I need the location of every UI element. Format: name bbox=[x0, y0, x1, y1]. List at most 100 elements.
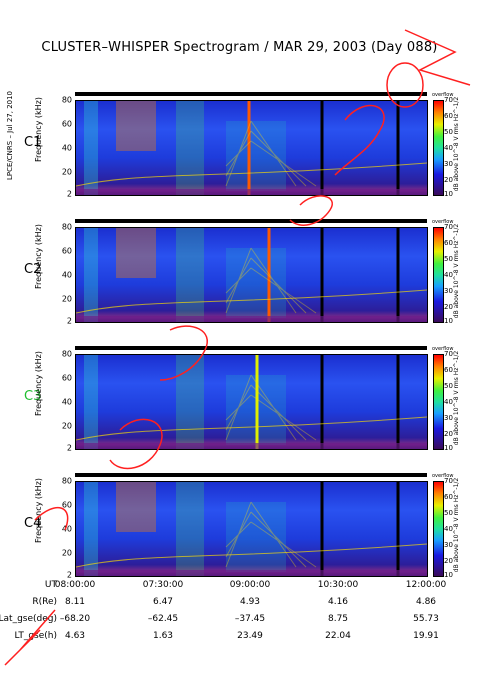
y-tick: 20 bbox=[61, 421, 72, 431]
colorbar-ticks: 70 60 50 40 30 20 10 bbox=[444, 96, 458, 199]
ephemeris-value: 10:30:00 bbox=[317, 580, 359, 590]
colorbar-tick: 50 bbox=[444, 127, 453, 136]
colorbar-tick: 10 bbox=[444, 317, 453, 326]
colorbar-tick: 40 bbox=[444, 144, 453, 152]
colorbar-tick: 10 bbox=[444, 571, 453, 580]
ephemeris-value: –62.45 bbox=[147, 614, 179, 624]
colorbar-tick: 20 bbox=[444, 175, 453, 184]
status-bar bbox=[75, 219, 427, 223]
y-tick: 40 bbox=[61, 270, 72, 280]
y-tick: 2 bbox=[66, 443, 72, 453]
colorbar-tick: 60 bbox=[444, 238, 453, 247]
y-tick: 80 bbox=[61, 476, 72, 486]
ephemeris-value: 8.11 bbox=[64, 597, 86, 607]
colorbar-tick: 60 bbox=[444, 365, 453, 374]
spectrogram-panel-c1: C1 Frequency (kHz) 80 60 40 20 2 overflo… bbox=[0, 92, 479, 214]
y-axis-label: Frequency (kHz) bbox=[34, 478, 43, 543]
colorbar-ticks: 70 60 50 40 30 20 10 bbox=[444, 477, 458, 580]
chart-title: CLUSTER–WHISPER Spectrogram / MAR 29, 20… bbox=[41, 40, 438, 55]
spectrogram-plot bbox=[75, 100, 428, 196]
spectrogram-panel-c2: C2 Frequency (kHz) 80 60 40 20 2 overflo… bbox=[0, 219, 479, 341]
y-tick: 60 bbox=[61, 373, 72, 383]
colorbar-title: overflow bbox=[432, 92, 454, 98]
colorbar-tick: 20 bbox=[444, 302, 453, 311]
y-axis-label: Frequency (kHz) bbox=[34, 351, 43, 416]
colorbar-unit-label: dB above 10^-8 V rms Hz^-1/2 bbox=[453, 350, 460, 446]
colorbar-title: overflow bbox=[432, 473, 454, 479]
spectrogram-texture bbox=[76, 355, 427, 449]
colorbar-tick: 50 bbox=[444, 381, 453, 390]
ephemeris-value: –37.45 bbox=[234, 614, 266, 624]
y-tick: 80 bbox=[61, 95, 72, 105]
colorbar-tick: 10 bbox=[444, 190, 453, 199]
colorbar-tick: 70 bbox=[444, 477, 453, 485]
ephemeris-value: 08:00:00 bbox=[54, 580, 96, 590]
y-tick: 20 bbox=[61, 294, 72, 304]
y-tick: 2 bbox=[66, 189, 72, 199]
colorbar-tick: 30 bbox=[444, 413, 453, 422]
colorbar-tick: 40 bbox=[444, 398, 453, 406]
y-tick: 2 bbox=[66, 316, 72, 326]
satellite-label: C3 bbox=[24, 389, 42, 404]
spectrogram-panel-c4: C4 Frequency (kHz) 80 60 40 20 2 overflo… bbox=[0, 473, 479, 595]
colorbar-tick: 40 bbox=[444, 525, 453, 533]
spectrogram-texture bbox=[76, 228, 427, 322]
y-tick: 2 bbox=[66, 570, 72, 580]
colorbar-tick: 40 bbox=[444, 271, 453, 279]
colorbar-tick: 30 bbox=[444, 286, 453, 295]
ephemeris-value: 6.47 bbox=[152, 597, 174, 607]
y-tick: 80 bbox=[61, 222, 72, 232]
status-bar bbox=[75, 473, 427, 477]
colorbar bbox=[433, 100, 444, 196]
colorbar-tick: 10 bbox=[444, 444, 453, 453]
spectrogram-panel-c3: C3 Frequency (kHz) 80 60 40 20 2 overflo… bbox=[0, 346, 479, 468]
y-tick: 40 bbox=[61, 524, 72, 534]
colorbar-tick: 50 bbox=[444, 254, 453, 263]
ephemeris-value: 4.86 bbox=[415, 597, 437, 607]
ephemeris-value: 1.63 bbox=[152, 631, 174, 641]
ephemeris-value: 12:00:00 bbox=[405, 580, 447, 590]
colorbar-unit-label: dB above 10^-8 V rms Hz^-1/2 bbox=[453, 477, 460, 573]
y-tick: 40 bbox=[61, 397, 72, 407]
ephemeris-value: 4.63 bbox=[64, 631, 86, 641]
status-bar bbox=[75, 346, 427, 350]
satellite-label: C2 bbox=[24, 262, 42, 277]
colorbar-tick: 60 bbox=[444, 111, 453, 120]
status-bar bbox=[75, 92, 427, 96]
spectrogram-texture bbox=[76, 482, 427, 576]
colorbar-title: overflow bbox=[432, 346, 454, 352]
y-tick: 60 bbox=[61, 119, 72, 129]
y-tick: 40 bbox=[61, 143, 72, 153]
colorbar-ticks: 70 60 50 40 30 20 10 bbox=[444, 223, 458, 326]
ephemeris-value: 8.75 bbox=[327, 614, 349, 624]
ephemeris-value: 23.49 bbox=[237, 631, 263, 641]
colorbar-unit-label: dB above 10^-8 V rms Hz^-1/2 bbox=[453, 96, 460, 192]
colorbar-tick: 30 bbox=[444, 540, 453, 549]
y-tick: 20 bbox=[61, 167, 72, 177]
colorbar-ticks: 70 60 50 40 30 20 10 bbox=[444, 350, 458, 453]
ephemeris-value: 19.91 bbox=[413, 631, 439, 641]
y-tick: 60 bbox=[61, 500, 72, 510]
spectrogram-texture bbox=[76, 101, 427, 195]
colorbar bbox=[433, 227, 444, 323]
colorbar bbox=[433, 481, 444, 577]
ephemeris-value: 55.73 bbox=[413, 614, 439, 624]
colorbar-tick: 60 bbox=[444, 492, 453, 501]
ephemeris-value: 07:30:00 bbox=[142, 580, 184, 590]
ephemeris-value: 09:00:00 bbox=[229, 580, 271, 590]
ephemeris-label-ut: UT bbox=[44, 580, 57, 590]
y-tick: 60 bbox=[61, 246, 72, 256]
colorbar-tick: 70 bbox=[444, 223, 453, 231]
y-ticks: 80 60 40 20 2 bbox=[56, 96, 72, 199]
spectrogram-plot bbox=[75, 354, 428, 450]
colorbar-tick: 70 bbox=[444, 350, 453, 358]
satellite-label: C1 bbox=[24, 135, 42, 150]
ephemeris-label-lat: Lat_gse(deg) bbox=[0, 614, 57, 624]
ephemeris-value: 4.16 bbox=[327, 597, 349, 607]
y-tick: 20 bbox=[61, 548, 72, 558]
y-ticks: 80 60 40 20 2 bbox=[56, 350, 72, 453]
colorbar-tick: 70 bbox=[444, 96, 453, 104]
y-tick: 80 bbox=[61, 349, 72, 359]
y-ticks: 80 60 40 20 2 bbox=[56, 477, 72, 580]
colorbar-tick: 20 bbox=[444, 556, 453, 565]
